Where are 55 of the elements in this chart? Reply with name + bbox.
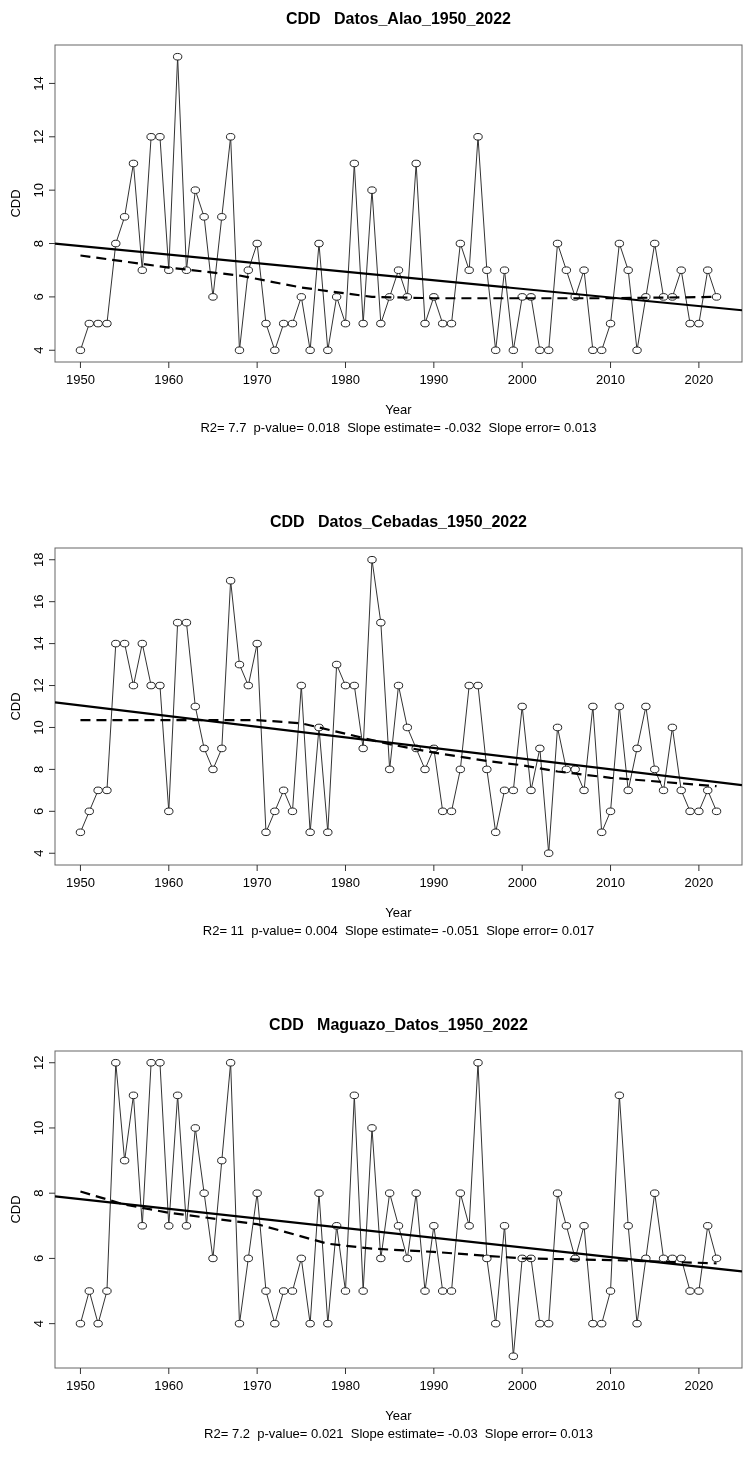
text: R2= 7.2 p-value= 0.021 Slope estimate= -0.03 Slope error= 0.013	[204, 1426, 593, 1441]
y-tick-label: 8	[31, 765, 46, 774]
x-tick-label: 2000	[507, 372, 537, 387]
x-tick-label: 1950	[65, 1378, 95, 1393]
y-tick-label: 10	[31, 182, 46, 198]
x-tick-label: 1980	[331, 372, 360, 387]
chart-title: CDD Datos_Alao_1950_2022	[285, 10, 512, 27]
x-tick-label: 1970	[242, 1378, 272, 1393]
y-tick-label: 10	[31, 720, 46, 735]
y-tick-label: 8	[31, 239, 46, 248]
y-tick-label: 12	[31, 1055, 46, 1070]
text: R2= 7.7 p-value= 0.018 Slope estimate= -0.032 Slope error= 0.013	[200, 420, 597, 435]
chart-title: CDD Maguazo_Datos_1950_2022	[269, 1016, 528, 1033]
y-tick-label: 12	[31, 678, 46, 693]
y-axis-title: CDD	[8, 692, 23, 721]
x-tick-label: 1980	[331, 1378, 360, 1393]
y-tick-label: 6	[31, 807, 46, 815]
x-tick-label: 1990	[419, 372, 449, 387]
x-tick-label: 2020	[684, 875, 714, 890]
x-tick-label: 2000	[507, 875, 537, 890]
y-tick-label: 16	[31, 594, 46, 609]
y-tick-label: 6	[31, 1254, 46, 1263]
y-tick-label: 4	[31, 849, 46, 857]
y-axis-title: CDD	[8, 1195, 23, 1224]
x-axis-title: Year	[385, 905, 413, 920]
x-tick-label: 2020	[684, 1378, 714, 1393]
x-tick-label: 1960	[154, 372, 184, 387]
x-tick-label: 1960	[154, 1378, 184, 1393]
x-tick-label: 2010	[596, 372, 625, 387]
y-tick-label: 6	[31, 293, 46, 301]
x-tick-label: 1950	[65, 372, 95, 387]
chart-title: CDD Datos_Cebadas_1950_2022	[269, 513, 528, 530]
x-tick-label: 1960	[154, 875, 184, 890]
y-tick-label: 18	[31, 552, 46, 567]
x-tick-label: 2000	[507, 1378, 537, 1393]
x-tick-label: 2010	[596, 875, 625, 890]
y-tick-label: 4	[31, 346, 46, 354]
y-tick-label: 8	[31, 1189, 46, 1197]
x-tick-label: 2020	[684, 372, 714, 387]
x-tick-label: 1990	[419, 875, 449, 890]
y-tick-label: 14	[31, 76, 46, 91]
x-tick-label: 1990	[419, 1378, 449, 1393]
x-tick-label: 1970	[242, 372, 272, 387]
text: R2= 11 p-value= 0.004 Slope estimate= -0.051 Slope error= 0.017	[202, 923, 595, 938]
x-tick-label: 1980	[331, 875, 360, 890]
x-axis-title: Year	[385, 1408, 413, 1423]
x-tick-label: 2010	[596, 1378, 625, 1393]
y-axis-title: CDD	[8, 189, 23, 218]
y-tick-label: 10	[31, 1120, 46, 1136]
y-tick-label: 12	[31, 129, 46, 145]
x-tick-label: 1970	[242, 875, 272, 890]
x-axis-title: Year	[385, 402, 413, 417]
x-tick-label: 1950	[65, 875, 95, 890]
y-tick-label: 14	[31, 636, 46, 651]
y-tick-label: 4	[31, 1320, 46, 1328]
